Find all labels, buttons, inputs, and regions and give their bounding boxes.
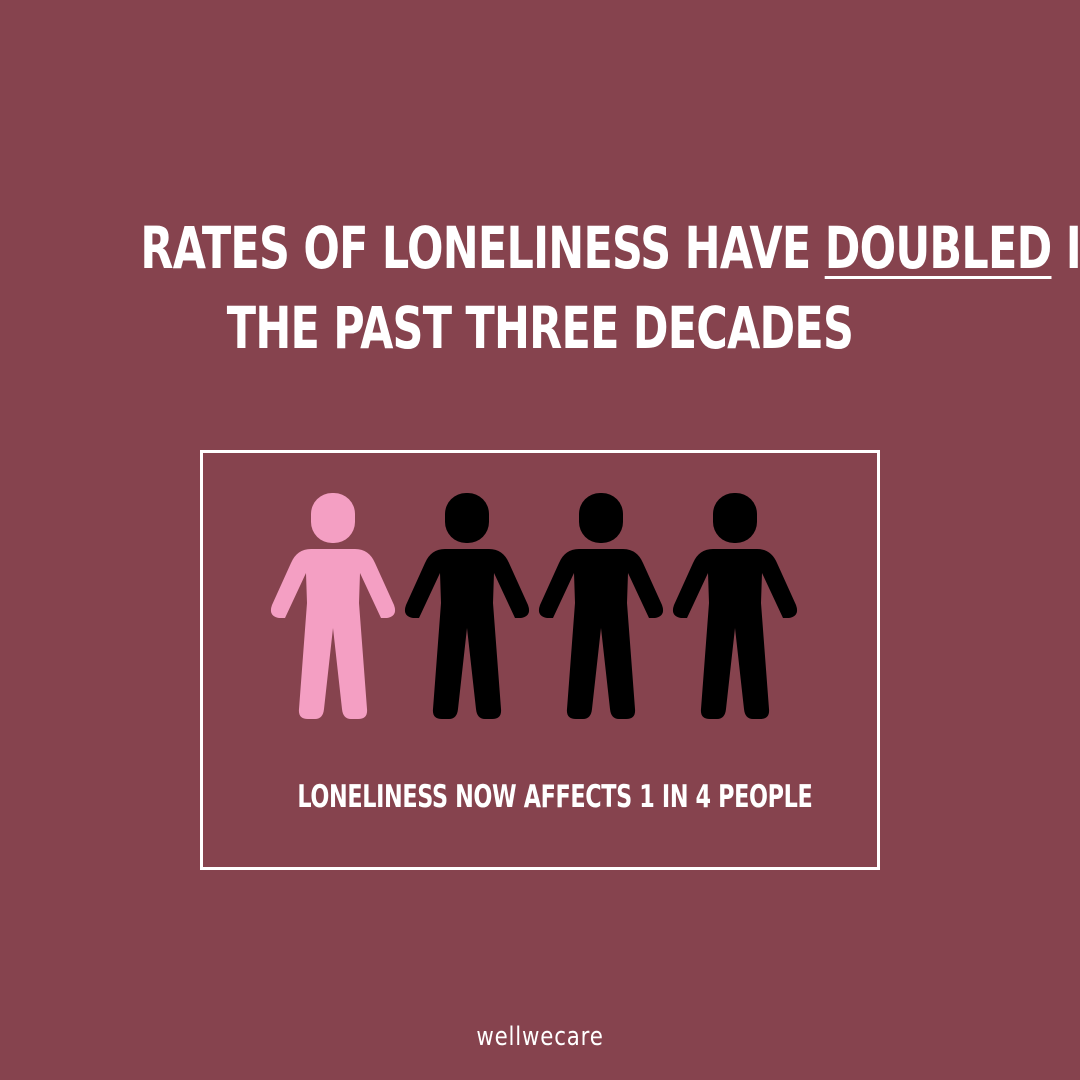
person-head [713, 493, 757, 543]
people-row [267, 491, 807, 723]
stat-caption: LONELINESS NOW AFFECTS 1 IN 4 PEOPLE [297, 779, 813, 815]
person-icon-highlighted [270, 493, 396, 719]
person-icon [672, 493, 798, 719]
person-body [404, 549, 530, 719]
headline: RATES OF LONELINESS HAVE DOUBLED IN THE … [140, 208, 1080, 368]
person-head [311, 493, 355, 543]
person-body [538, 549, 664, 719]
person-icon [538, 493, 664, 719]
person-body [270, 549, 396, 719]
headline-line-2: THE PAST THREE DECADES [226, 294, 854, 362]
person-head [445, 493, 489, 543]
headline-text-before: RATES OF LONELINESS HAVE [140, 214, 811, 282]
person-body [672, 549, 798, 719]
headline-emphasis: DOUBLED [824, 214, 1053, 282]
person-head [579, 493, 623, 543]
brand-name: wellwecare [476, 1022, 604, 1052]
person-icon [404, 493, 530, 719]
people-icons [270, 493, 798, 719]
headline-line-1: RATES OF LONELINESS HAVE DOUBLED IN [140, 208, 1080, 288]
stat-box: LONELINESS NOW AFFECTS 1 IN 4 PEOPLE [200, 450, 880, 870]
headline-text-after: IN [1065, 214, 1080, 282]
